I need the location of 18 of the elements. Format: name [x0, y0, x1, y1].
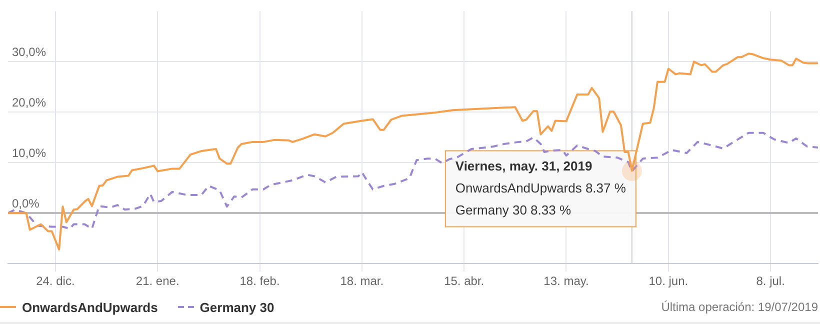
annotation: Germany 30 8.33 % [455, 202, 572, 218]
text: Última operación: 19/07/2019 [661, 300, 818, 314]
x-tick-label: 10. jun. [648, 274, 688, 288]
x-tick-label: 13. may. [544, 274, 589, 288]
legend-label: OnwardsAndUpwards [22, 300, 158, 314]
x-tick-label: 18. feb. [240, 274, 280, 288]
x-tick-label: 24. dic. [36, 274, 75, 288]
y-tick-label: 30,0% [12, 44, 46, 59]
x-tick-label: 8. jul. [756, 274, 785, 288]
legend-label: Germany 30 [200, 300, 274, 314]
annotation: Viernes, may. 31, 2019 [455, 158, 592, 174]
annotation: OnwardsAndUpwards 8.37 % [455, 180, 626, 196]
y-tick-label: 10,0% [12, 146, 46, 160]
x-tick-label: 15. abr. [444, 274, 484, 288]
x-tick-label: 18. mar. [340, 274, 384, 288]
x-tick-label: 21. ene. [136, 274, 180, 288]
y-tick-label: 0,0% [12, 196, 40, 210]
y-tick-label: 20,0% [12, 95, 46, 110]
